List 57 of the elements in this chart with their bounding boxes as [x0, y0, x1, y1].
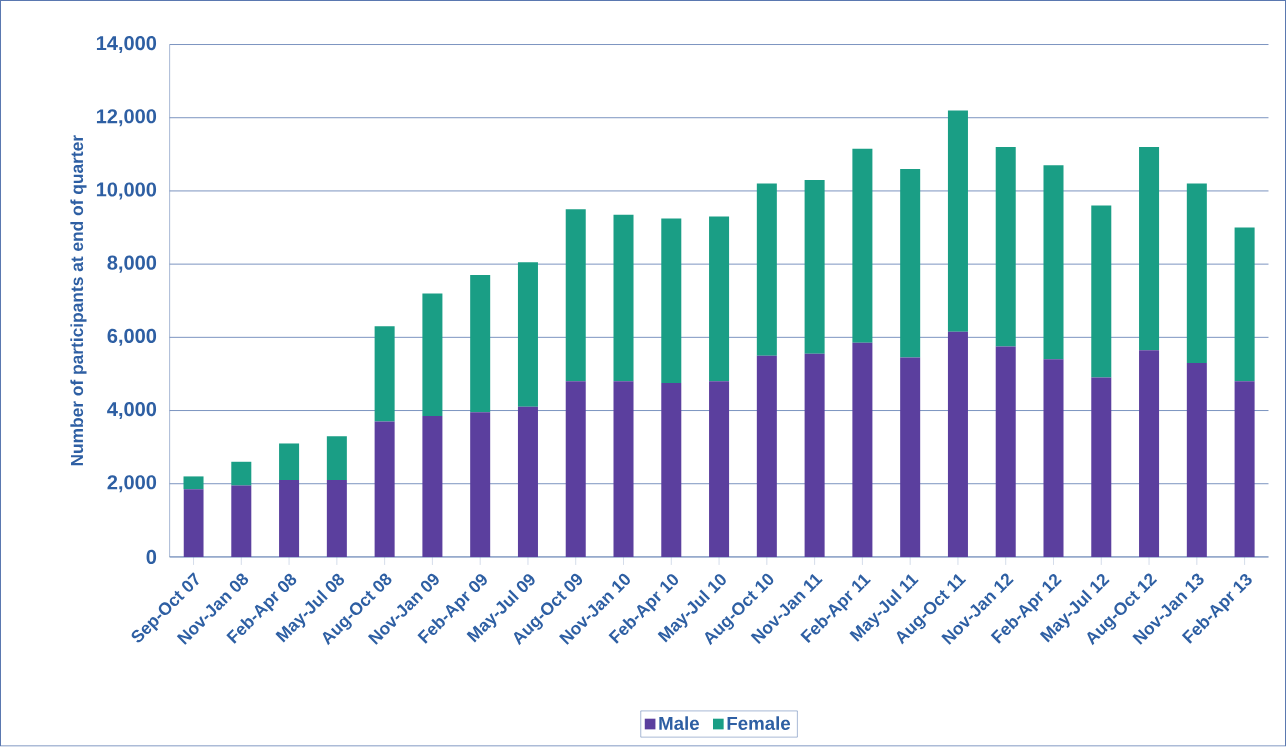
y-tick-label: 14,000	[96, 36, 157, 54]
bar	[1234, 227, 1255, 382]
bar	[613, 214, 634, 382]
bar	[517, 407, 538, 558]
y-tick-label: 10,000	[96, 182, 157, 200]
bar	[756, 183, 777, 356]
bar	[995, 147, 1016, 347]
bar	[709, 381, 730, 558]
y-axis-title: Number of participants at end of quarter	[70, 135, 87, 466]
bar	[231, 461, 252, 486]
bar	[947, 110, 968, 333]
bar	[1091, 205, 1112, 378]
bar	[852, 343, 873, 558]
bar	[1234, 381, 1255, 558]
y-tick-label: 0	[146, 550, 157, 565]
bar	[374, 421, 395, 558]
bar	[1043, 359, 1064, 558]
bar	[900, 357, 921, 558]
legend-label: Female	[727, 716, 791, 731]
bar	[470, 275, 491, 413]
bar	[374, 326, 395, 422]
y-tick-label: 8,000	[107, 255, 157, 273]
bar	[613, 381, 634, 558]
bar	[1091, 377, 1112, 558]
bar	[231, 485, 252, 558]
y-tick-label: 12,000	[96, 109, 157, 127]
y-tick-label: 6,000	[107, 328, 157, 347]
legend-label: Male	[659, 716, 699, 731]
bar	[709, 216, 730, 382]
bar	[279, 480, 300, 558]
bar	[1043, 165, 1064, 360]
bar	[279, 443, 300, 481]
bar	[661, 218, 682, 384]
bar	[183, 476, 204, 490]
bar	[852, 149, 873, 344]
bar	[183, 489, 204, 558]
bar	[756, 355, 777, 558]
bar	[326, 480, 347, 558]
bar	[517, 262, 538, 408]
bar	[1139, 350, 1160, 558]
bar	[565, 209, 586, 382]
bar	[470, 412, 491, 558]
bar	[1139, 147, 1160, 351]
bar	[565, 381, 586, 558]
bar	[804, 180, 825, 355]
bar	[422, 293, 443, 417]
bar	[1186, 183, 1207, 364]
bar	[326, 436, 347, 481]
bar	[900, 169, 921, 358]
bar	[1186, 363, 1207, 558]
y-tick-label: 2,000	[107, 475, 157, 493]
bar	[804, 354, 825, 558]
y-tick-label: 4,000	[107, 402, 157, 420]
bar	[661, 383, 682, 558]
bar	[947, 332, 968, 558]
bar	[422, 416, 443, 558]
bar	[995, 346, 1016, 558]
